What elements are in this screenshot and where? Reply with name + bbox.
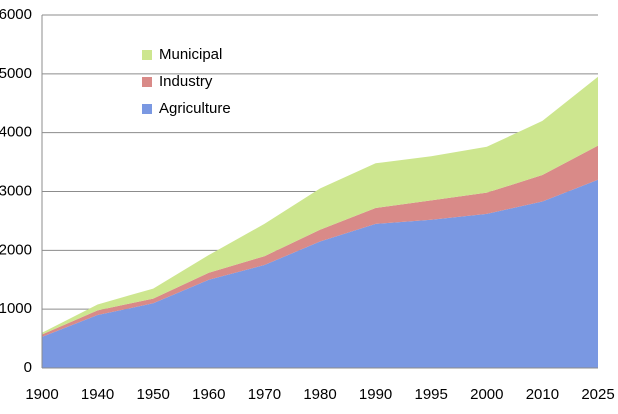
x-tick-label: 2010 xyxy=(526,386,559,403)
legend-swatch xyxy=(142,104,152,114)
x-tick-label: 1990 xyxy=(359,386,392,403)
x-tick-label: 1995 xyxy=(415,386,448,403)
area xyxy=(42,179,598,368)
y-tick-label: 5000 xyxy=(0,65,32,82)
legend-swatch xyxy=(142,50,152,60)
x-tick-label: 1950 xyxy=(137,386,170,403)
y-tick-label: 1000 xyxy=(0,300,32,317)
x-tick-label: 2000 xyxy=(470,386,503,403)
y-tick-label: 4000 xyxy=(0,124,32,141)
x-tick-label: 1940 xyxy=(81,386,114,403)
legend-label: Industry xyxy=(159,73,213,90)
y-tick-label: 3000 xyxy=(0,182,32,199)
area xyxy=(42,145,598,337)
x-tick-label: 1900 xyxy=(25,386,58,403)
y-tick-label: 6000 xyxy=(0,6,32,23)
y-tick-label: 2000 xyxy=(0,241,32,258)
legend-swatch xyxy=(142,77,152,87)
legend-item: Industry xyxy=(142,73,213,90)
legend-item: Agriculture xyxy=(142,100,231,117)
legend-item: Municipal xyxy=(142,46,222,63)
x-tick-label: 1980 xyxy=(303,386,336,403)
legend-label: Municipal xyxy=(159,46,222,63)
legend-label: Agriculture xyxy=(159,100,231,117)
x-tick-label: 1970 xyxy=(248,386,281,403)
y-tick-label: 0 xyxy=(24,359,32,376)
x-tick-label: 1960 xyxy=(192,386,225,403)
x-tick-label: 2025 xyxy=(581,386,614,403)
area xyxy=(42,76,598,335)
